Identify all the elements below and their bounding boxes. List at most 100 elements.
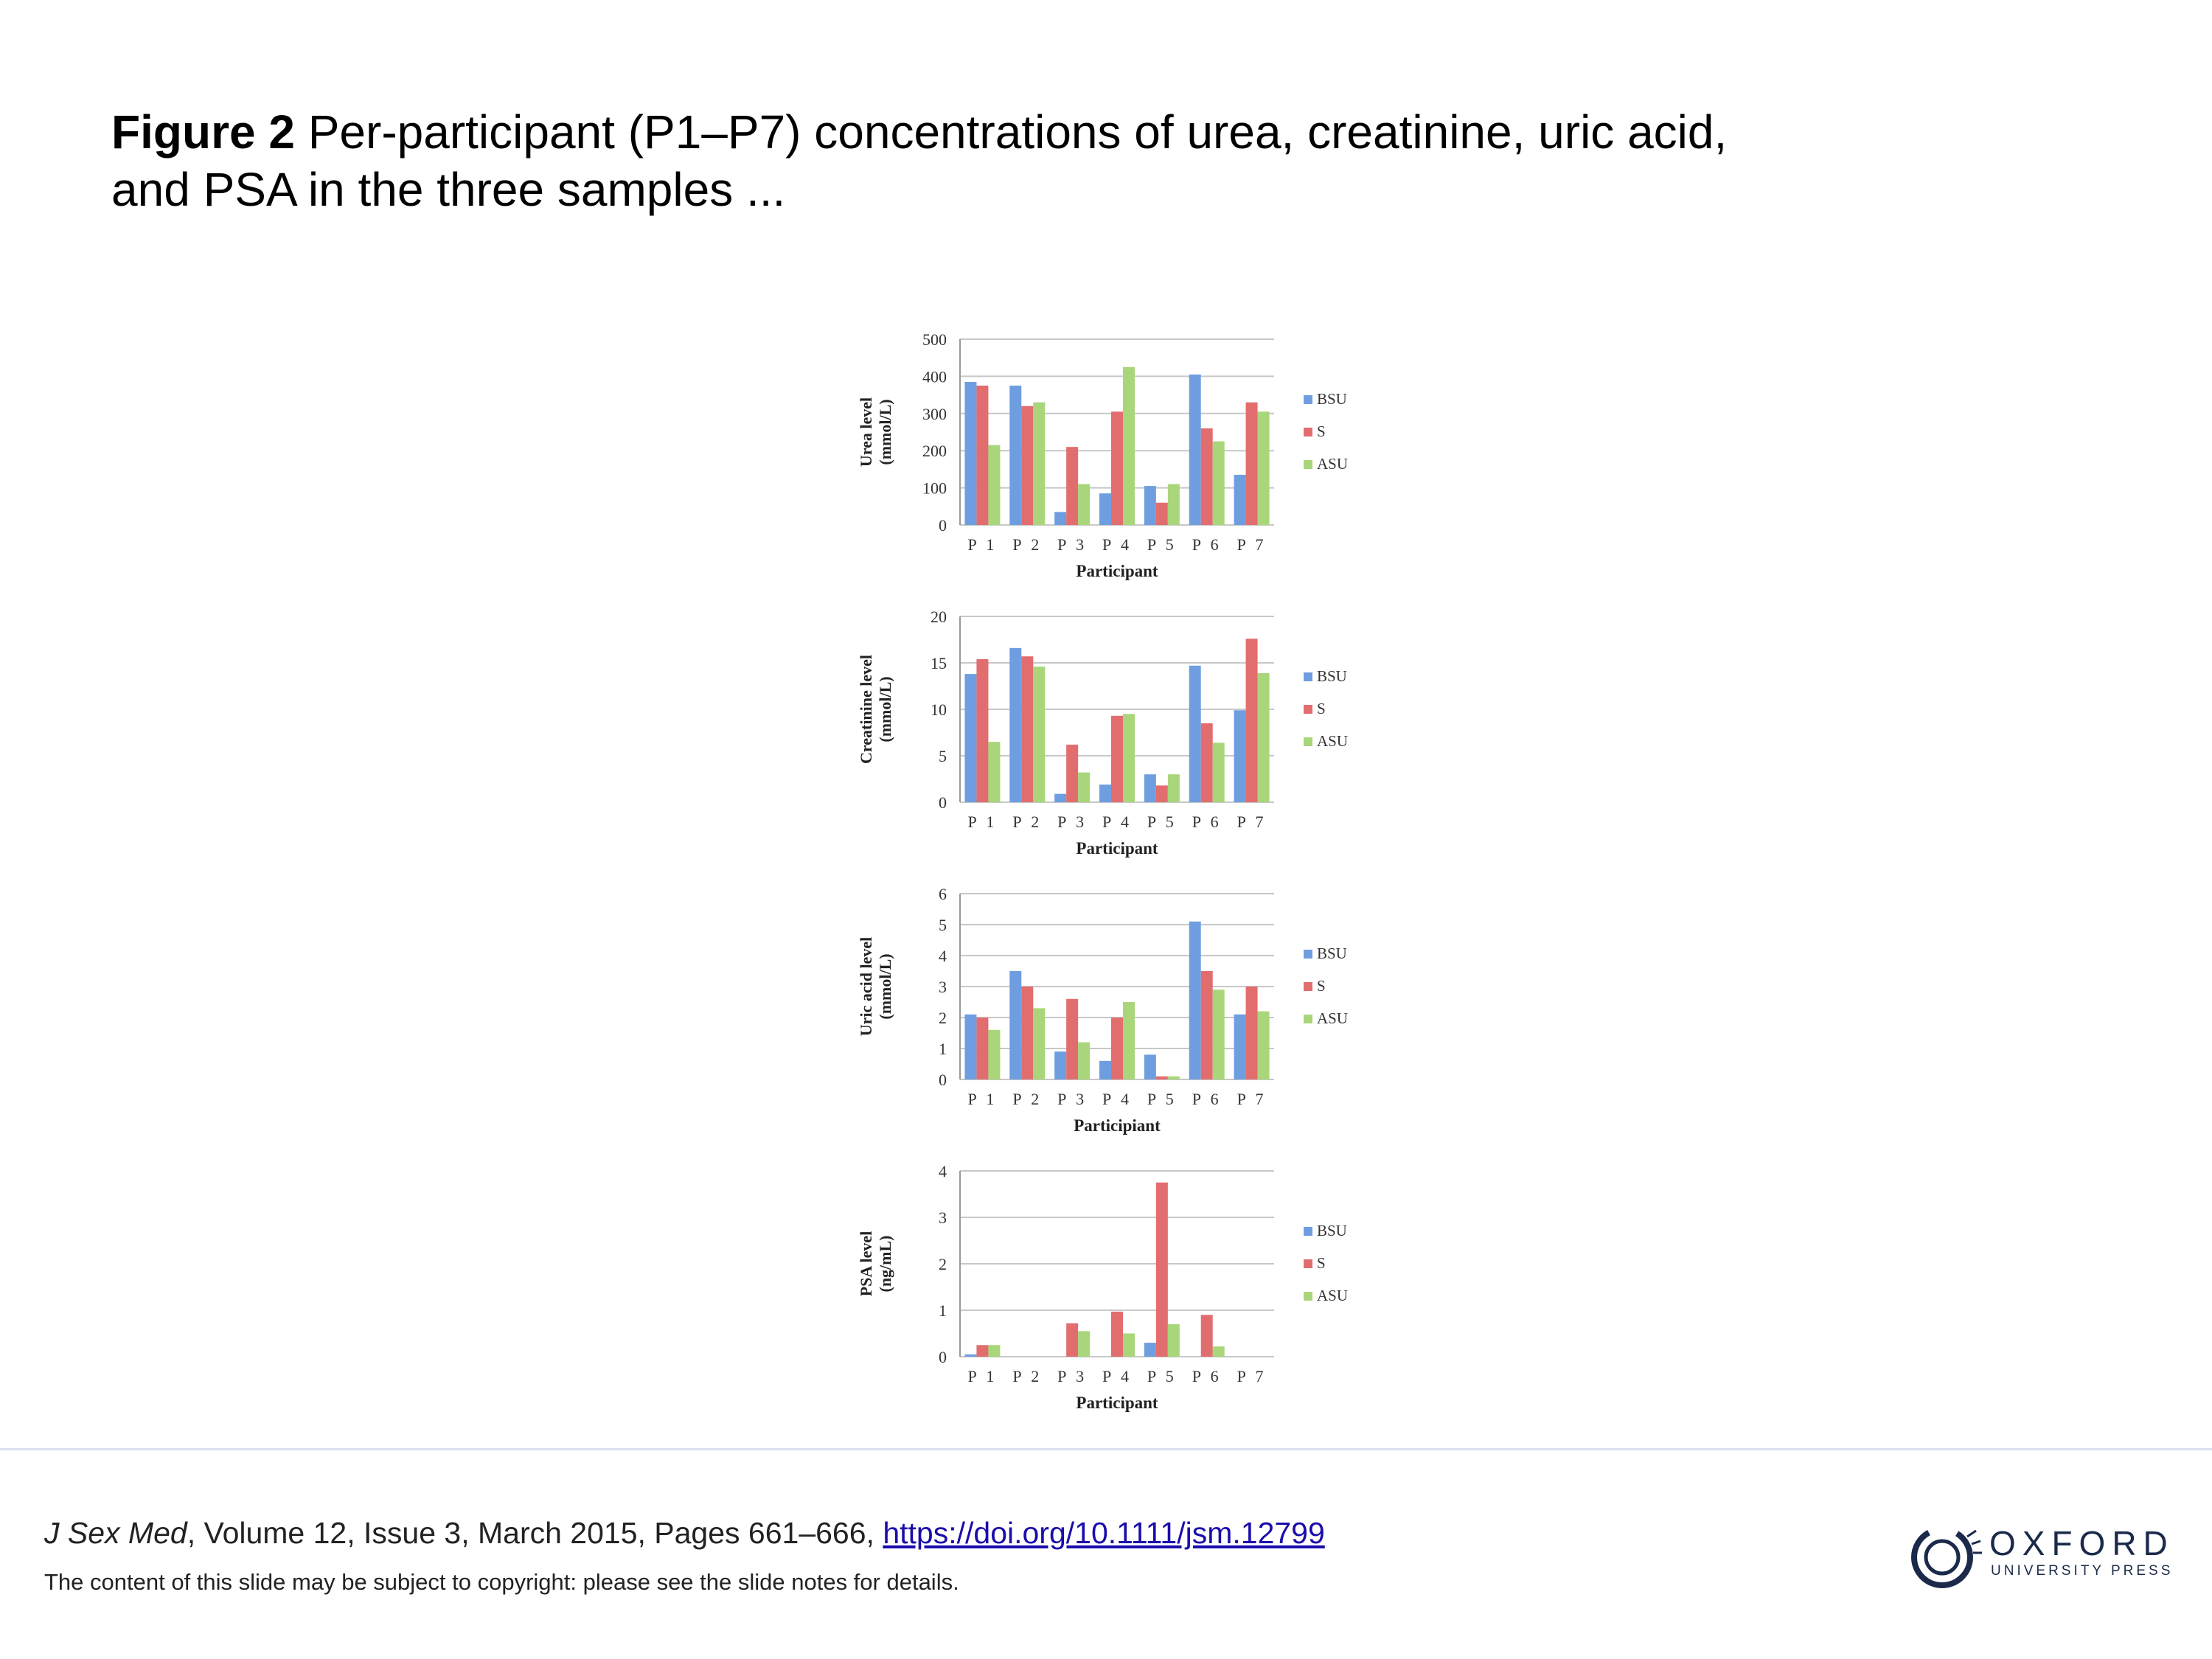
bar-s-5 xyxy=(1155,1182,1168,1357)
bar-bsu-2 xyxy=(1009,386,1022,525)
legend-label-asu: ASU xyxy=(1317,732,1348,750)
bar-bsu-6 xyxy=(1189,374,1201,525)
bar-s-3 xyxy=(1066,998,1079,1079)
doi-link[interactable]: https://doi.org/10.1111/jsm.12799 xyxy=(883,1516,1325,1550)
legend-swatch-bsu xyxy=(1304,1227,1312,1236)
y-tick-label: 5 xyxy=(939,747,947,765)
legend-swatch-asu xyxy=(1304,1015,1312,1023)
x-tick-label: P 2 xyxy=(1012,1090,1042,1108)
y-tick-label: 2 xyxy=(939,1255,947,1273)
bar-s-5 xyxy=(1155,785,1168,802)
y-axis-label: Uric acid level xyxy=(857,937,875,1036)
y-axis-label: PSA level xyxy=(857,1231,875,1297)
x-axis-label: Participant xyxy=(1076,562,1158,580)
bar-asu-3 xyxy=(1078,1042,1091,1079)
y-tick-label: 0 xyxy=(939,516,947,535)
bar-s-2 xyxy=(1021,656,1034,802)
x-tick-label: P 5 xyxy=(1147,813,1177,831)
citation: J Sex Med, Volume 12, Issue 3, March 201… xyxy=(44,1512,1325,1554)
oxford-logo: OXFORD UNIVERSITY PRESS xyxy=(1910,1520,2175,1594)
y-tick-label: 0 xyxy=(939,793,947,812)
legend-label-bsu: BSU xyxy=(1317,1222,1347,1239)
bar-s-3 xyxy=(1066,744,1079,802)
bar-bsu-2 xyxy=(1009,647,1022,802)
bar-bsu-5 xyxy=(1144,1054,1156,1079)
figure-caption: Figure 2 Per-participant (P1–P7) concent… xyxy=(111,103,1807,218)
bar-s-2 xyxy=(1021,987,1034,1079)
bar-asu-4 xyxy=(1123,1333,1135,1357)
x-tick-label: P 3 xyxy=(1057,1367,1087,1385)
bar-asu-7 xyxy=(1257,1011,1270,1079)
bar-s-7 xyxy=(1245,987,1258,1079)
bar-bsu-1 xyxy=(964,1354,977,1357)
bar-asu-1 xyxy=(988,1345,1001,1357)
bar-s-6 xyxy=(1200,428,1213,525)
legend-swatch-s xyxy=(1304,982,1312,991)
bar-s-4 xyxy=(1111,1311,1123,1357)
x-tick-label: P 3 xyxy=(1057,1090,1087,1108)
legend-swatch-s xyxy=(1304,428,1312,437)
x-tick-label: P 4 xyxy=(1102,1367,1132,1385)
bar-bsu-3 xyxy=(1054,1051,1067,1079)
bar-s-3 xyxy=(1066,1323,1079,1357)
bar-s-5 xyxy=(1155,502,1168,525)
x-tick-label: P 4 xyxy=(1102,535,1132,554)
y-axis-label: Creatinine level xyxy=(857,655,875,764)
legend-label-asu: ASU xyxy=(1317,1009,1348,1027)
bar-asu-2 xyxy=(1033,402,1046,525)
bar-asu-7 xyxy=(1257,411,1270,525)
y-tick-label: 1 xyxy=(939,1301,947,1320)
y-axis-label: (mmol/L) xyxy=(876,953,894,1019)
bar-s-5 xyxy=(1155,1076,1168,1079)
x-axis-label: Participiant xyxy=(1074,1116,1161,1135)
legend-label-s: S xyxy=(1317,422,1326,440)
y-tick-label: 500 xyxy=(922,330,947,349)
bar-s-4 xyxy=(1111,715,1123,802)
bar-asu-5 xyxy=(1167,1324,1180,1357)
bar-s-1 xyxy=(976,1345,989,1357)
bar-asu-5 xyxy=(1167,774,1180,802)
y-tick-label: 0 xyxy=(939,1348,947,1366)
bar-s-7 xyxy=(1245,639,1258,802)
y-tick-label: 5 xyxy=(939,916,947,934)
y-tick-label: 0 xyxy=(939,1071,947,1089)
x-tick-label: P 1 xyxy=(967,813,997,831)
bar-s-1 xyxy=(976,386,989,525)
bar-s-6 xyxy=(1200,723,1213,802)
figure-label: Figure 2 xyxy=(111,105,295,159)
bar-bsu-5 xyxy=(1144,1343,1156,1357)
bar-bsu-5 xyxy=(1144,774,1156,802)
x-tick-label: P 2 xyxy=(1012,535,1042,554)
bar-bsu-1 xyxy=(964,381,977,525)
bar-asu-6 xyxy=(1212,1346,1225,1357)
bar-s-4 xyxy=(1111,411,1123,525)
legend-label-bsu: BSU xyxy=(1317,667,1347,685)
bar-bsu-3 xyxy=(1054,793,1067,802)
bar-asu-4 xyxy=(1123,1002,1135,1079)
y-axis-label: (mmol/L) xyxy=(876,676,894,742)
x-axis-label: Participant xyxy=(1076,1394,1158,1412)
bar-bsu-6 xyxy=(1189,921,1201,1079)
legend-label-s: S xyxy=(1317,977,1326,995)
x-tick-label: P 5 xyxy=(1147,535,1177,554)
legend-swatch-s xyxy=(1304,705,1312,714)
legend-label-s: S xyxy=(1317,1254,1326,1272)
bar-bsu-5 xyxy=(1144,486,1156,525)
y-tick-label: 4 xyxy=(939,947,947,965)
figure-caption-text: Per-participant (P1–P7) concentrations o… xyxy=(111,105,1728,216)
bar-bsu-4 xyxy=(1099,1060,1111,1079)
x-tick-label: P 6 xyxy=(1192,813,1222,831)
bar-asu-2 xyxy=(1033,1008,1046,1079)
bar-bsu-4 xyxy=(1099,493,1111,525)
y-tick-label: 3 xyxy=(939,978,947,996)
footer-divider xyxy=(0,1448,2212,1450)
y-tick-label: 400 xyxy=(922,367,947,386)
bar-s-2 xyxy=(1021,406,1034,525)
chart-panel-1: 0 100 200 300 400 500 P 1 P 2 P 3 P 4 P 5 P 6 P 7 Par… xyxy=(857,330,1348,580)
y-tick-label: 300 xyxy=(922,405,947,423)
x-tick-label: P 3 xyxy=(1057,813,1087,831)
legend-swatch-asu xyxy=(1304,1292,1312,1301)
oxford-emblem-icon xyxy=(1911,1526,1982,1588)
x-axis-label: Participant xyxy=(1076,839,1158,858)
y-axis-label: (mmol/L) xyxy=(876,399,894,465)
